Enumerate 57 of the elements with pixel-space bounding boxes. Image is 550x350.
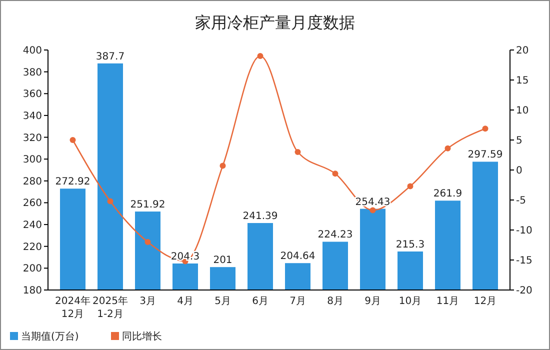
y-tick-label: 320 xyxy=(22,132,42,144)
y2-tick-label: 10 xyxy=(516,106,529,116)
y-tick-label: 200 xyxy=(22,264,42,275)
data-label: 204.64 xyxy=(280,251,316,262)
data-label: 251.92 xyxy=(130,200,166,211)
x-tick-label: 3月 xyxy=(140,296,156,307)
data-label: 387.7 xyxy=(96,51,125,62)
point xyxy=(294,149,301,155)
y-tick-label: 260 xyxy=(22,198,42,210)
data-label: 297.59 xyxy=(468,150,503,161)
point xyxy=(220,162,226,169)
point xyxy=(257,53,264,59)
y-tick-label: 400 xyxy=(22,46,42,56)
point xyxy=(370,207,376,214)
y2-tick-label: -20 xyxy=(516,286,532,296)
data-label: 261.9 xyxy=(433,188,462,200)
x-tick-label: 6月 xyxy=(252,296,268,307)
chart-title: 家用冷柜产量月度数据 xyxy=(195,13,355,32)
x-tick-label: 5月 xyxy=(214,296,231,307)
point xyxy=(332,170,338,177)
y2-tick-label: -10 xyxy=(516,226,532,236)
y-tick-label: 300 xyxy=(22,154,42,166)
y-tick-label: 180 xyxy=(22,286,42,296)
point xyxy=(482,126,488,132)
data-label: 224.23 xyxy=(318,230,353,241)
x-tick-label: 9月 xyxy=(364,296,381,307)
y2-tick-label: 0 xyxy=(516,166,522,176)
y-tick-label: 240 xyxy=(22,220,42,232)
data-label: 272.92 xyxy=(55,176,90,188)
data-label: 241.39 xyxy=(242,211,278,222)
data-label: 215.3 xyxy=(396,239,425,250)
x-tick-label: 11月 xyxy=(436,296,460,307)
point xyxy=(144,239,151,245)
point xyxy=(444,145,451,152)
y-tick-label: 280 xyxy=(22,176,42,188)
x-tick-label: 2025年 1-2月 xyxy=(92,295,128,320)
y-tick-label: 360 xyxy=(22,89,42,100)
x-tick-label: 2024年 12月 xyxy=(55,295,90,320)
point xyxy=(107,198,114,204)
point xyxy=(407,183,414,190)
x-tick-label: 8月 xyxy=(327,296,344,307)
data-label: 201 xyxy=(213,255,232,266)
y-tick-label: 340 xyxy=(22,110,42,122)
x-tick-label: 4月 xyxy=(177,296,194,307)
y2-tick-label: -15 xyxy=(516,256,532,266)
y2-tick-label: 15 xyxy=(516,76,529,86)
x-tick-label: 10月 xyxy=(398,296,422,307)
y-tick-label: 220 xyxy=(22,242,42,253)
x-tick-label: 7月 xyxy=(290,296,306,307)
legend-label: 同比增长 xyxy=(122,330,162,342)
y2-tick-label: 5 xyxy=(516,136,522,146)
y2-tick-label: 20 xyxy=(516,46,529,56)
y-tick-label: 380 xyxy=(22,67,42,78)
y2-tick-label: -5 xyxy=(516,196,526,206)
x-tick-label: 12月 xyxy=(474,296,497,307)
legend-label: 当期值(万台) xyxy=(21,330,79,342)
point xyxy=(70,137,76,143)
